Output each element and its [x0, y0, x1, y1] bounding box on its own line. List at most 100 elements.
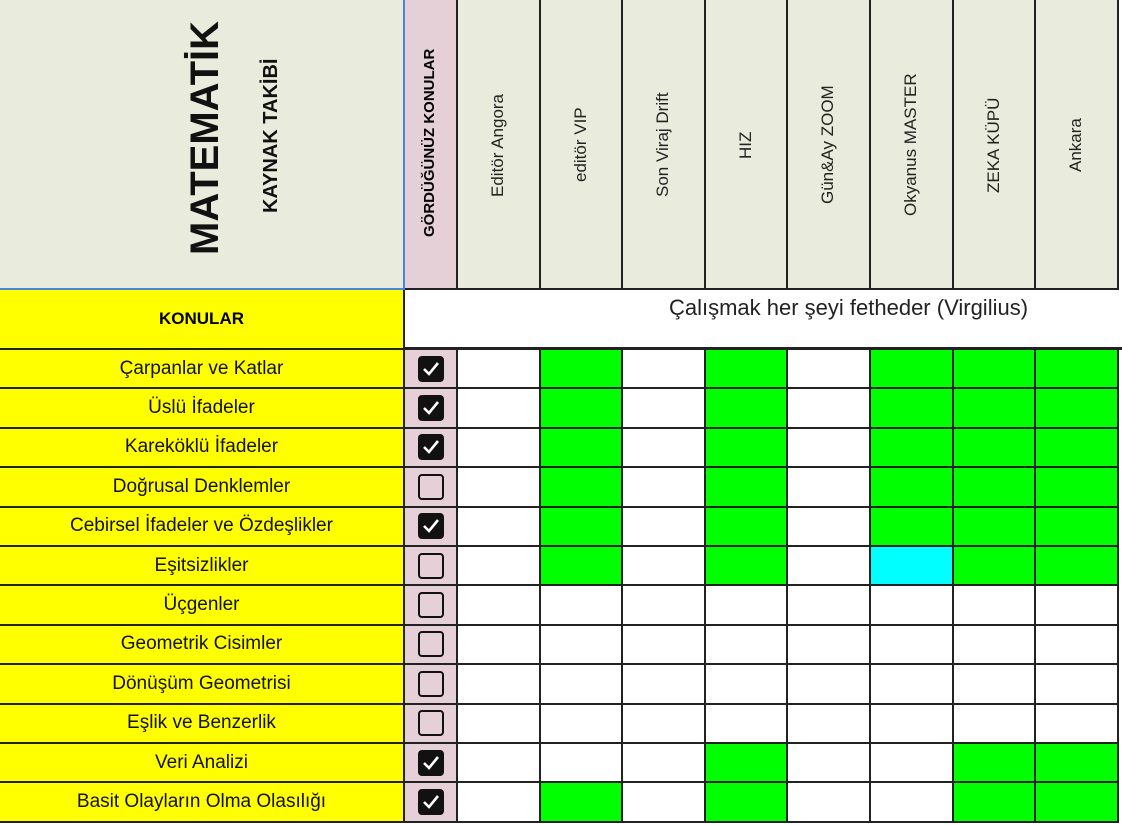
source-status-cell-white[interactable] [540, 625, 624, 666]
source-status-cell-white[interactable] [623, 704, 706, 744]
seen-topics-header[interactable]: GÖRDÜĞÜNÜZ KONULAR [405, 0, 458, 290]
source-status-cell-white[interactable] [540, 586, 624, 626]
checkbox-checked[interactable] [417, 395, 444, 422]
source-status-cell-white[interactable] [1036, 665, 1119, 705]
source-status-cell-white[interactable] [458, 665, 541, 705]
source-status-cell-white[interactable] [540, 665, 624, 705]
source-status-cell-green[interactable] [1036, 744, 1119, 784]
source-status-cell-green[interactable] [953, 547, 1037, 587]
source-status-cell-white[interactable] [623, 468, 706, 508]
source-status-cell-white[interactable] [540, 744, 624, 784]
topic-cell[interactable]: Üçgenler [0, 586, 405, 626]
source-status-cell-white[interactable] [458, 744, 541, 784]
source-status-cell-white[interactable] [788, 665, 871, 705]
source-status-cell-white[interactable] [623, 428, 706, 469]
source-status-cell-white[interactable] [623, 547, 706, 587]
checkbox-unchecked[interactable] [417, 473, 444, 500]
source-status-cell-white[interactable] [623, 350, 706, 390]
source-status-cell-white[interactable] [788, 704, 871, 744]
checkbox-unchecked[interactable] [417, 631, 444, 658]
source-status-cell-green[interactable] [705, 389, 789, 429]
source-status-cell-white[interactable] [458, 389, 541, 429]
source-status-cell-white[interactable] [458, 428, 541, 469]
source-status-cell-green[interactable] [540, 350, 624, 390]
source-status-cell-white[interactable] [788, 389, 871, 429]
source-status-cell-green[interactable] [705, 350, 789, 390]
source-status-cell-white[interactable] [871, 586, 954, 626]
source-status-cell-green[interactable] [871, 507, 954, 547]
source-status-cell-white[interactable] [623, 783, 706, 823]
source-status-cell-green[interactable] [540, 783, 624, 823]
checkbox-unchecked[interactable] [417, 710, 444, 737]
source-status-cell-white[interactable] [871, 783, 954, 823]
source-status-cell-green[interactable] [871, 350, 954, 390]
source-status-cell-green[interactable] [705, 547, 789, 587]
source-status-cell-green[interactable] [540, 468, 624, 508]
source-status-cell-white[interactable] [623, 389, 706, 429]
topic-cell[interactable]: Dönüşüm Geometrisi [0, 665, 405, 705]
source-status-cell-white[interactable] [623, 586, 706, 626]
source-status-cell-green[interactable] [871, 468, 954, 508]
source-header[interactable]: Ankara [1036, 0, 1119, 290]
sheet-title-cell[interactable]: MATEMATİK KAYNAK TAKİBİ [0, 0, 405, 290]
source-status-cell-white[interactable] [788, 350, 871, 390]
topic-cell[interactable]: Geometrik Cisimler [0, 625, 405, 666]
checkbox-unchecked[interactable] [417, 552, 444, 579]
source-header[interactable]: Gün&Ay ZOOM [788, 0, 871, 290]
source-status-cell-white[interactable] [458, 507, 541, 547]
source-status-cell-green[interactable] [1036, 428, 1119, 469]
source-status-cell-white[interactable] [705, 704, 789, 744]
source-status-cell-cyan[interactable] [871, 547, 954, 587]
checkbox-unchecked[interactable] [417, 670, 444, 697]
source-status-cell-white[interactable] [705, 586, 789, 626]
source-status-cell-white[interactable] [953, 625, 1037, 666]
source-status-cell-white[interactable] [458, 350, 541, 390]
source-status-cell-green[interactable] [540, 507, 624, 547]
source-status-cell-white[interactable] [458, 468, 541, 508]
source-status-cell-white[interactable] [540, 704, 624, 744]
source-header[interactable]: ZEKA KÜPÜ [953, 0, 1037, 290]
source-status-cell-green[interactable] [540, 547, 624, 587]
source-status-cell-green[interactable] [871, 428, 954, 469]
topic-cell[interactable]: Doğrusal Denklemler [0, 468, 405, 508]
topic-cell[interactable]: Basit Olayların Olma Olasılığı [0, 783, 405, 823]
source-status-cell-green[interactable] [953, 389, 1037, 429]
source-status-cell-white[interactable] [623, 507, 706, 547]
source-status-cell-green[interactable] [953, 783, 1037, 823]
source-status-cell-white[interactable] [1036, 625, 1119, 666]
checkbox-checked[interactable] [417, 513, 444, 540]
topic-cell[interactable]: Kareköklü İfadeler [0, 428, 405, 469]
source-status-cell-white[interactable] [458, 704, 541, 744]
checkbox-checked[interactable] [417, 749, 444, 776]
source-status-cell-white[interactable] [623, 665, 706, 705]
source-status-cell-white[interactable] [623, 625, 706, 666]
source-status-cell-white[interactable] [871, 744, 954, 784]
source-header[interactable]: Son Viraj Drift [623, 0, 706, 290]
source-status-cell-white[interactable] [1036, 586, 1119, 626]
source-header[interactable]: Okyanus MASTER [871, 0, 954, 290]
source-status-cell-white[interactable] [458, 547, 541, 587]
source-status-cell-green[interactable] [540, 389, 624, 429]
source-status-cell-green[interactable] [953, 468, 1037, 508]
source-status-cell-white[interactable] [871, 704, 954, 744]
source-status-cell-white[interactable] [788, 507, 871, 547]
source-status-cell-white[interactable] [788, 783, 871, 823]
source-status-cell-green[interactable] [953, 507, 1037, 547]
source-status-cell-green[interactable] [953, 744, 1037, 784]
source-status-cell-white[interactable] [788, 586, 871, 626]
source-status-cell-white[interactable] [705, 625, 789, 666]
source-status-cell-white[interactable] [458, 586, 541, 626]
source-status-cell-white[interactable] [871, 665, 954, 705]
source-header[interactable]: Editör Angora [458, 0, 541, 290]
topic-cell[interactable]: Çarpanlar ve Katlar [0, 350, 405, 390]
topic-cell[interactable]: Eşlik ve Benzerlik [0, 704, 405, 744]
source-status-cell-white[interactable] [953, 665, 1037, 705]
topic-cell[interactable]: Veri Analizi [0, 744, 405, 784]
source-status-cell-white[interactable] [623, 744, 706, 784]
motto-cell[interactable]: Çalışmak her şeyi fetheder (Virgilius) [405, 290, 1122, 350]
checkbox-checked[interactable] [417, 789, 444, 816]
topic-cell[interactable]: Eşitsizlikler [0, 547, 405, 587]
source-status-cell-white[interactable] [788, 744, 871, 784]
source-status-cell-green[interactable] [953, 350, 1037, 390]
source-status-cell-white[interactable] [788, 625, 871, 666]
